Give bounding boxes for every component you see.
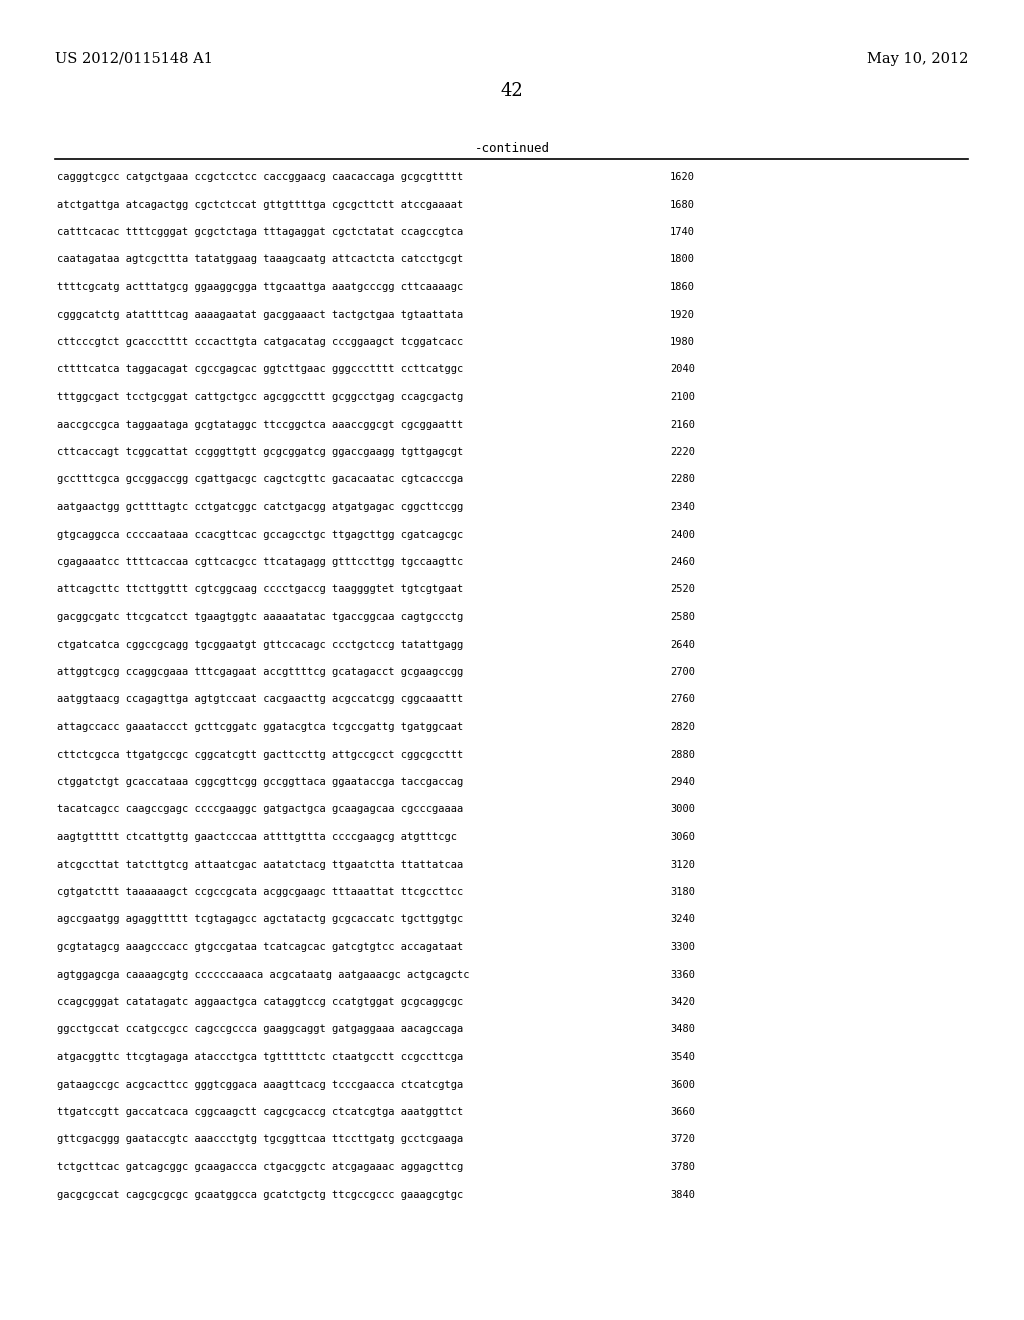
Text: 3240: 3240 bbox=[670, 915, 695, 924]
Text: gacgcgccat cagcgcgcgc gcaatggcca gcatctgctg ttcgccgccc gaaagcgtgc: gacgcgccat cagcgcgcgc gcaatggcca gcatctg… bbox=[57, 1189, 463, 1200]
Text: 3180: 3180 bbox=[670, 887, 695, 898]
Text: 1800: 1800 bbox=[670, 255, 695, 264]
Text: ctggatctgt gcaccataaa cggcgttcgg gccggttaca ggaataccga taccgaccag: ctggatctgt gcaccataaa cggcgttcgg gccggtt… bbox=[57, 777, 463, 787]
Text: ggcctgccat ccatgccgcc cagccgccca gaaggcaggt gatgaggaaa aacagccaga: ggcctgccat ccatgccgcc cagccgccca gaaggca… bbox=[57, 1024, 463, 1035]
Text: May 10, 2012: May 10, 2012 bbox=[866, 51, 968, 66]
Text: attcagcttc ttcttggttt cgtcggcaag cccctgaccg taaggggtet tgtcgtgaat: attcagcttc ttcttggttt cgtcggcaag cccctga… bbox=[57, 585, 463, 594]
Text: -continued: -continued bbox=[474, 143, 550, 154]
Text: aagtgttttt ctcattgttg gaactcccaa attttgttta ccccgaagcg atgtttcgc: aagtgttttt ctcattgttg gaactcccaa attttgt… bbox=[57, 832, 457, 842]
Text: 3120: 3120 bbox=[670, 859, 695, 870]
Text: ccagcgggat catatagatc aggaactgca cataggtccg ccatgtggat gcgcaggcgc: ccagcgggat catatagatc aggaactgca cataggt… bbox=[57, 997, 463, 1007]
Text: 3360: 3360 bbox=[670, 969, 695, 979]
Text: aatgaactgg gcttttagtc cctgatcggc catctgacgg atgatgagac cggcttccgg: aatgaactgg gcttttagtc cctgatcggc catctga… bbox=[57, 502, 463, 512]
Text: 2940: 2940 bbox=[670, 777, 695, 787]
Text: 2100: 2100 bbox=[670, 392, 695, 403]
Text: aaccgccgca taggaataga gcgtataggc ttccggctca aaaccggcgt cgcggaattt: aaccgccgca taggaataga gcgtataggc ttccggc… bbox=[57, 420, 463, 429]
Text: ttgatccgtt gaccatcaca cggcaagctt cagcgcaccg ctcatcgtga aaatggttct: ttgatccgtt gaccatcaca cggcaagctt cagcgca… bbox=[57, 1107, 463, 1117]
Text: 2880: 2880 bbox=[670, 750, 695, 759]
Text: 2400: 2400 bbox=[670, 529, 695, 540]
Text: cgtgatcttt taaaaaagct ccgccgcata acggcgaagc tttaaattat ttcgccttcc: cgtgatcttt taaaaaagct ccgccgcata acggcga… bbox=[57, 887, 463, 898]
Text: 42: 42 bbox=[501, 82, 523, 100]
Text: aatggtaacg ccagagttga agtgtccaat cacgaacttg acgccatcgg cggcaaattt: aatggtaacg ccagagttga agtgtccaat cacgaac… bbox=[57, 694, 463, 705]
Text: 1740: 1740 bbox=[670, 227, 695, 238]
Text: atctgattga atcagactgg cgctctccat gttgttttga cgcgcttctt atccgaaaat: atctgattga atcagactgg cgctctccat gttgttt… bbox=[57, 199, 463, 210]
Text: gacggcgatc ttcgcatcct tgaagtggtc aaaaatatac tgaccggcaa cagtgccctg: gacggcgatc ttcgcatcct tgaagtggtc aaaaata… bbox=[57, 612, 463, 622]
Text: 1620: 1620 bbox=[670, 172, 695, 182]
Text: 3420: 3420 bbox=[670, 997, 695, 1007]
Text: catttcacac ttttcgggat gcgctctaga tttagaggat cgctctatat ccagccgtca: catttcacac ttttcgggat gcgctctaga tttagag… bbox=[57, 227, 463, 238]
Text: 2040: 2040 bbox=[670, 364, 695, 375]
Text: 1920: 1920 bbox=[670, 309, 695, 319]
Text: 2580: 2580 bbox=[670, 612, 695, 622]
Text: cttctcgcca ttgatgccgc cggcatcgtt gacttccttg attgccgcct cggcgccttt: cttctcgcca ttgatgccgc cggcatcgtt gacttcc… bbox=[57, 750, 463, 759]
Text: 2700: 2700 bbox=[670, 667, 695, 677]
Text: cgagaaatcc ttttcaccaa cgttcacgcc ttcatagagg gtttccttgg tgccaagttc: cgagaaatcc ttttcaccaa cgttcacgcc ttcatag… bbox=[57, 557, 463, 568]
Text: 2160: 2160 bbox=[670, 420, 695, 429]
Text: 3780: 3780 bbox=[670, 1162, 695, 1172]
Text: 3060: 3060 bbox=[670, 832, 695, 842]
Text: 3720: 3720 bbox=[670, 1134, 695, 1144]
Text: atcgccttat tatcttgtcg attaatcgac aatatctacg ttgaatctta ttattatcaa: atcgccttat tatcttgtcg attaatcgac aatatct… bbox=[57, 859, 463, 870]
Text: tctgcttcac gatcagcggc gcaagaccca ctgacggctc atcgagaaac aggagcttcg: tctgcttcac gatcagcggc gcaagaccca ctgacgg… bbox=[57, 1162, 463, 1172]
Text: gcctttcgca gccggaccgg cgattgacgc cagctcgttc gacacaatac cgtcacccga: gcctttcgca gccggaccgg cgattgacgc cagctcg… bbox=[57, 474, 463, 484]
Text: attagccacc gaaataccct gcttcggatc ggatacgtca tcgccgattg tgatggcaat: attagccacc gaaataccct gcttcggatc ggatacg… bbox=[57, 722, 463, 733]
Text: 2520: 2520 bbox=[670, 585, 695, 594]
Text: 1860: 1860 bbox=[670, 282, 695, 292]
Text: 2220: 2220 bbox=[670, 447, 695, 457]
Text: 2460: 2460 bbox=[670, 557, 695, 568]
Text: cttcaccagt tcggcattat ccgggttgtt gcgcggatcg ggaccgaagg tgttgagcgt: cttcaccagt tcggcattat ccgggttgtt gcgcgga… bbox=[57, 447, 463, 457]
Text: 2280: 2280 bbox=[670, 474, 695, 484]
Text: 3480: 3480 bbox=[670, 1024, 695, 1035]
Text: 3600: 3600 bbox=[670, 1080, 695, 1089]
Text: ttttcgcatg actttatgcg ggaaggcgga ttgcaattga aaatgcccgg cttcaaaagc: ttttcgcatg actttatgcg ggaaggcgga ttgcaat… bbox=[57, 282, 463, 292]
Text: atgacggttc ttcgtagaga ataccctgca tgtttttctc ctaatgcctt ccgccttcga: atgacggttc ttcgtagaga ataccctgca tgttttt… bbox=[57, 1052, 463, 1063]
Text: 1980: 1980 bbox=[670, 337, 695, 347]
Text: 3540: 3540 bbox=[670, 1052, 695, 1063]
Text: 2340: 2340 bbox=[670, 502, 695, 512]
Text: cgggcatctg atattttcag aaaagaatat gacggaaact tactgctgaa tgtaattata: cgggcatctg atattttcag aaaagaatat gacggaa… bbox=[57, 309, 463, 319]
Text: 1680: 1680 bbox=[670, 199, 695, 210]
Text: 3300: 3300 bbox=[670, 942, 695, 952]
Text: gttcgacggg gaataccgtc aaaccctgtg tgcggttcaa ttccttgatg gcctcgaaga: gttcgacggg gaataccgtc aaaccctgtg tgcggtt… bbox=[57, 1134, 463, 1144]
Text: caatagataa agtcgcttta tatatggaag taaagcaatg attcactcta catcctgcgt: caatagataa agtcgcttta tatatggaag taaagca… bbox=[57, 255, 463, 264]
Text: cttcccgtct gcaccctttt cccacttgta catgacatag cccggaagct tcggatcacc: cttcccgtct gcaccctttt cccacttgta catgaca… bbox=[57, 337, 463, 347]
Text: ctgatcatca cggccgcagg tgcggaatgt gttccacagc ccctgctccg tatattgagg: ctgatcatca cggccgcagg tgcggaatgt gttccac… bbox=[57, 639, 463, 649]
Text: agtggagcga caaaagcgtg ccccccaaaca acgcataatg aatgaaacgc actgcagctc: agtggagcga caaaagcgtg ccccccaaaca acgcat… bbox=[57, 969, 469, 979]
Text: agccgaatgg agaggttttt tcgtagagcc agctatactg gcgcaccatc tgcttggtgc: agccgaatgg agaggttttt tcgtagagcc agctata… bbox=[57, 915, 463, 924]
Text: US 2012/0115148 A1: US 2012/0115148 A1 bbox=[55, 51, 213, 66]
Text: cagggtcgcc catgctgaaa ccgctcctcc caccggaacg caacaccaga gcgcgttttt: cagggtcgcc catgctgaaa ccgctcctcc caccgga… bbox=[57, 172, 463, 182]
Text: 2760: 2760 bbox=[670, 694, 695, 705]
Text: tacatcagcc caagccgagc ccccgaaggc gatgactgca gcaagagcaa cgcccgaaaa: tacatcagcc caagccgagc ccccgaaggc gatgact… bbox=[57, 804, 463, 814]
Text: 3000: 3000 bbox=[670, 804, 695, 814]
Text: attggtcgcg ccaggcgaaa tttcgagaat accgttttcg gcatagacct gcgaagccgg: attggtcgcg ccaggcgaaa tttcgagaat accgttt… bbox=[57, 667, 463, 677]
Text: 3840: 3840 bbox=[670, 1189, 695, 1200]
Text: gtgcaggcca ccccaataaa ccacgttcac gccagcctgc ttgagcttgg cgatcagcgc: gtgcaggcca ccccaataaa ccacgttcac gccagcc… bbox=[57, 529, 463, 540]
Text: 2820: 2820 bbox=[670, 722, 695, 733]
Text: 3660: 3660 bbox=[670, 1107, 695, 1117]
Text: gcgtatagcg aaagcccacc gtgccgataa tcatcagcac gatcgtgtcc accagataat: gcgtatagcg aaagcccacc gtgccgataa tcatcag… bbox=[57, 942, 463, 952]
Text: cttttcatca taggacagat cgccgagcac ggtcttgaac gggccctttt ccttcatggc: cttttcatca taggacagat cgccgagcac ggtcttg… bbox=[57, 364, 463, 375]
Text: 2640: 2640 bbox=[670, 639, 695, 649]
Text: tttggcgact tcctgcggat cattgctgcc agcggccttt gcggcctgag ccagcgactg: tttggcgact tcctgcggat cattgctgcc agcggcc… bbox=[57, 392, 463, 403]
Text: gataagccgc acgcacttcc gggtcggaca aaagttcacg tcccgaacca ctcatcgtga: gataagccgc acgcacttcc gggtcggaca aaagttc… bbox=[57, 1080, 463, 1089]
